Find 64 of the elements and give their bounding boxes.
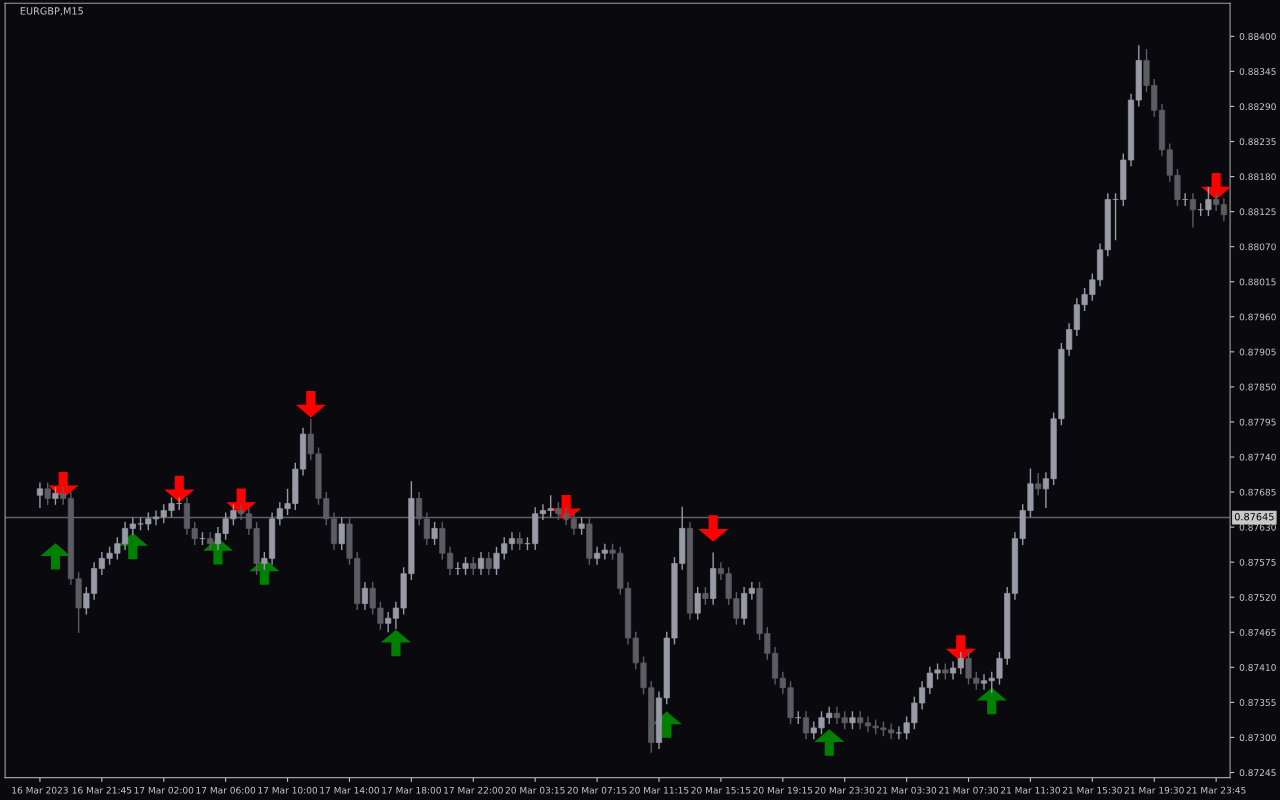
- point: [1202, 173, 1231, 200]
- x-tick-label: 17 Mar 14:00: [320, 786, 380, 794]
- point: [977, 688, 1006, 715]
- y-tick-label: 0.87245: [1239, 769, 1276, 777]
- point: [41, 543, 70, 570]
- y-tick-label: 0.88180: [1239, 173, 1276, 181]
- candlestick: [477, 551, 485, 576]
- y-tick-label: 0.87355: [1239, 699, 1276, 706]
- candlestick: [338, 516, 345, 551]
- y-tick-label: 0.88345: [1239, 68, 1276, 75]
- y-tick-label: 0.87410: [1239, 664, 1276, 671]
- y-tick-label: 0.88400: [1239, 33, 1276, 40]
- point: [815, 729, 844, 756]
- point: [699, 515, 728, 542]
- candlestick: [1035, 472, 1042, 496]
- x-tick-label: 16 Mar 2023: [12, 786, 68, 794]
- y-tick-label: 0.87850: [1239, 383, 1276, 391]
- x-tick-label: 21 Mar 03:30: [877, 786, 937, 794]
- y-tick-label: 0.87465: [1239, 629, 1276, 636]
- x-tick-label: 17 Mar 06:00: [196, 786, 256, 794]
- x-tick-label: 21 Mar 15:30: [1062, 786, 1122, 794]
- candlestick: [694, 586, 701, 621]
- ref-line-label: 0.87645: [1234, 513, 1274, 521]
- y-tick-label: 0.87795: [1239, 418, 1276, 426]
- x-tick-label: 20 Mar 03:15: [505, 786, 565, 794]
- candlestick: [1189, 192, 1196, 229]
- candlestick: [485, 551, 492, 576]
- y-tick-label: 0.87905: [1239, 348, 1276, 356]
- point: [382, 630, 410, 657]
- x-tick-label: 17 Mar 02:00: [134, 786, 194, 794]
- y-tick-label: 0.87740: [1239, 453, 1276, 461]
- candlestick: [361, 581, 369, 611]
- point: [165, 475, 194, 502]
- y-tick-label: 0.87630: [1239, 523, 1276, 531]
- point: [296, 391, 325, 418]
- y-tick-label: 0.88070: [1239, 243, 1276, 251]
- y-tick-label: 0.88015: [1239, 278, 1276, 286]
- x-tick-label: 17 Mar 22:00: [444, 786, 503, 794]
- x-tick-label: 17 Mar 18:00: [382, 786, 441, 794]
- candlestick: [36, 481, 43, 509]
- y-tick-label: 0.87300: [1239, 734, 1276, 741]
- y-tick-label: 0.88125: [1239, 208, 1276, 216]
- x-tick-label: 21 Mar 19:30: [1124, 786, 1184, 794]
- y-tick-label: 0.88290: [1239, 103, 1276, 111]
- candlestick: [44, 481, 51, 506]
- x-tick-label: 21 Mar 07:30: [939, 786, 999, 794]
- x-tick-label: 20 Mar 15:15: [691, 786, 751, 794]
- y-tick-label: 0.88235: [1239, 138, 1276, 146]
- x-tick-label: 20 Mar 19:15: [753, 786, 813, 794]
- x-tick-label: 20 Mar 23:30: [815, 786, 875, 794]
- candlestick: [431, 521, 438, 546]
- x-tick-label: 20 Mar 11:15: [629, 786, 689, 794]
- x-tick-label: 16 Mar 21:45: [72, 786, 132, 794]
- x-tick-label: 20 Mar 07:15: [567, 786, 627, 794]
- x-tick-label: 17 Mar 10:00: [258, 786, 318, 794]
- y-tick-label: 0.87960: [1239, 313, 1276, 321]
- y-tick-label: 0.87575: [1239, 558, 1276, 566]
- y-tick-label: 0.87685: [1239, 488, 1276, 496]
- candlestick: [207, 531, 214, 551]
- x-tick-label: 21 Mar 11:30: [1000, 786, 1060, 794]
- candlestick: [802, 710, 810, 741]
- y-tick-label: 0.87520: [1239, 593, 1276, 601]
- x-tick-label: 21 Mar 23:45: [1186, 786, 1246, 794]
- chart-title: EURGBP,M15: [20, 7, 83, 16]
